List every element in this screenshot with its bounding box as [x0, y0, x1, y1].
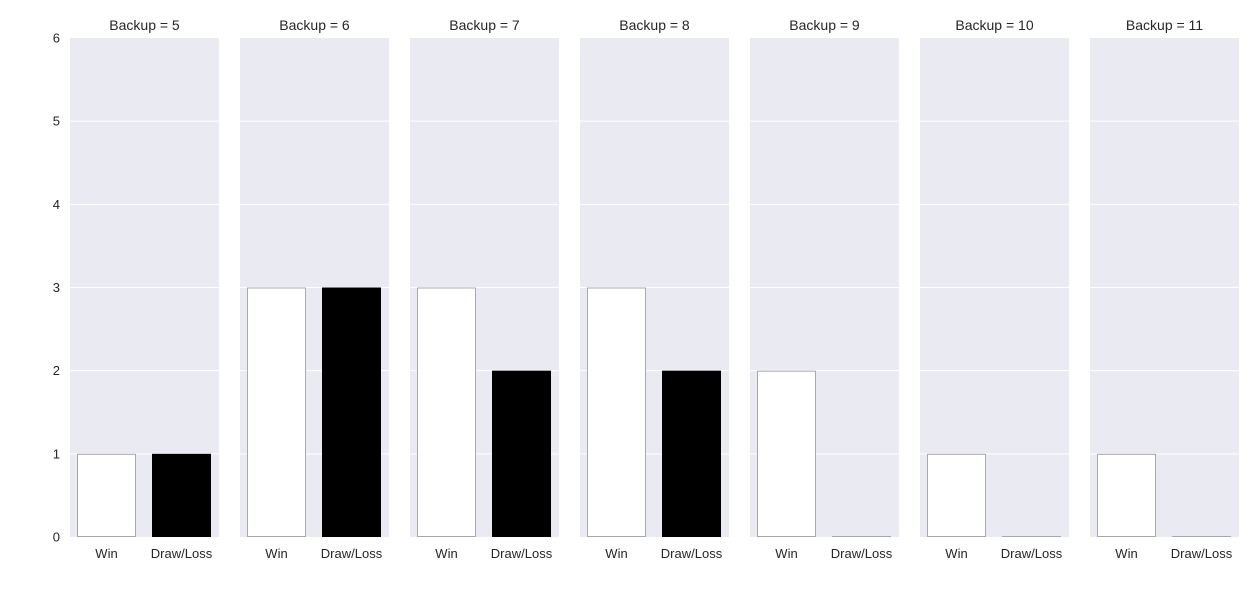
bar-win — [587, 287, 646, 537]
x-category-label: Draw/Loss — [831, 546, 893, 561]
x-category-label: Draw/Loss — [321, 546, 383, 561]
y-tick-label: 1 — [53, 446, 60, 461]
bar-win — [1097, 453, 1156, 538]
x-category-label: Win — [775, 546, 797, 561]
panel-title: Backup = 9 — [789, 17, 860, 33]
x-category-label: Draw/Loss — [151, 546, 213, 561]
x-category-label: Draw/Loss — [661, 546, 723, 561]
panel-title: Backup = 7 — [449, 17, 520, 33]
x-category-label: Draw/Loss — [1171, 546, 1233, 561]
x-category-label: Win — [1115, 546, 1137, 561]
bar-draw-loss — [322, 287, 381, 537]
x-category-label: Draw/Loss — [1001, 546, 1063, 561]
y-tick-label: 2 — [53, 363, 60, 378]
x-category-label: Win — [945, 546, 967, 561]
x-category-label: Win — [95, 546, 117, 561]
bar-win — [757, 370, 816, 537]
x-category-label: Win — [605, 546, 627, 561]
panel-title: Backup = 8 — [619, 17, 690, 33]
x-category-label: Win — [265, 546, 287, 561]
bar-draw-loss — [662, 370, 721, 537]
panel-title: Backup = 10 — [955, 17, 1033, 33]
x-category-label: Draw/Loss — [491, 546, 553, 561]
panel-title: Backup = 5 — [109, 17, 180, 33]
y-tick-label: 6 — [53, 31, 60, 46]
bar-win — [417, 287, 476, 537]
bar-win — [927, 453, 986, 538]
y-tick-label: 5 — [53, 114, 60, 129]
panel-title: Backup = 11 — [1126, 17, 1203, 33]
y-tick-label: 4 — [53, 197, 60, 212]
bar-draw-loss — [492, 370, 551, 537]
bar-draw-loss — [152, 453, 211, 537]
x-category-label: Win — [435, 546, 457, 561]
bar-win — [247, 287, 306, 537]
y-tick-label: 3 — [53, 280, 60, 295]
y-tick-label: 0 — [53, 530, 60, 545]
panel-title: Backup = 6 — [279, 17, 350, 33]
bar-win — [77, 453, 136, 538]
